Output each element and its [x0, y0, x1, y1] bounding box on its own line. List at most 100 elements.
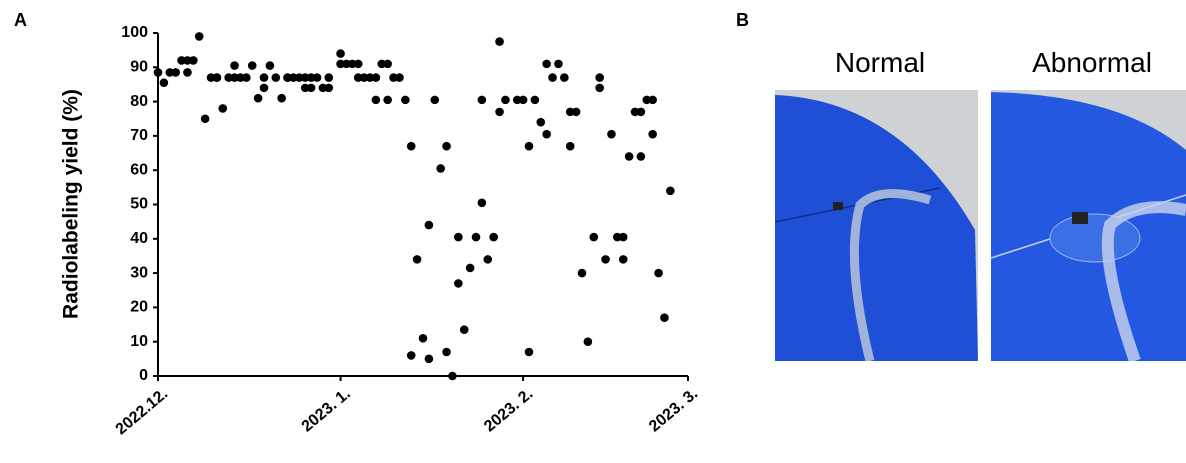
point [230, 61, 239, 70]
image-caption: Normal [835, 47, 925, 78]
x-tick-label: 2023. 3. [646, 385, 701, 435]
point [472, 233, 481, 242]
y-tick-label: 30 [130, 264, 148, 281]
point [601, 255, 610, 264]
panel-label: B [736, 10, 749, 30]
point [372, 96, 381, 105]
point [218, 104, 227, 113]
point [260, 84, 269, 93]
point [625, 152, 634, 161]
point [442, 348, 451, 357]
panel-label: A [14, 10, 27, 30]
point [548, 73, 557, 82]
point [324, 73, 333, 82]
point [654, 269, 663, 278]
point [531, 96, 540, 105]
point [425, 355, 434, 364]
point [277, 94, 286, 103]
point [401, 96, 410, 105]
point [195, 32, 204, 41]
point [566, 142, 575, 151]
y-tick-label: 10 [130, 333, 148, 350]
point [542, 60, 551, 69]
point [407, 351, 416, 360]
point [519, 96, 528, 105]
y-tick-label: 90 [130, 59, 148, 76]
point [430, 96, 439, 105]
point [525, 142, 534, 151]
point [501, 96, 510, 105]
point [495, 37, 504, 46]
point [454, 233, 463, 242]
figure: A B Radiolabeling yield (%) Normal Abnor… [0, 0, 1186, 458]
point [619, 255, 628, 264]
point [260, 73, 269, 82]
point [383, 60, 392, 69]
point [595, 73, 604, 82]
point [589, 233, 598, 242]
point [525, 348, 534, 357]
point [483, 255, 492, 264]
point [536, 118, 545, 127]
point [324, 84, 333, 93]
y-tick-label: 80 [130, 93, 148, 110]
y-tick-label: 50 [130, 196, 148, 213]
x-tick-label: 2023. 2. [481, 385, 536, 435]
y-tick-label: 0 [139, 367, 148, 384]
point [336, 49, 345, 58]
point [254, 94, 263, 103]
y-tick-label: 40 [130, 230, 148, 247]
point [648, 96, 657, 105]
point [242, 73, 251, 82]
point [584, 337, 593, 346]
point [436, 164, 445, 173]
point [578, 269, 587, 278]
point [425, 221, 434, 230]
point [413, 255, 422, 264]
point [607, 130, 616, 139]
point [595, 84, 604, 93]
point [637, 152, 646, 161]
point [383, 96, 392, 105]
point [478, 198, 487, 207]
point [213, 73, 222, 82]
y-tick-label: 70 [130, 127, 148, 144]
point [454, 279, 463, 288]
y-tick-label: 20 [130, 299, 148, 316]
point [372, 73, 381, 82]
point [307, 84, 316, 93]
point [354, 60, 363, 69]
point [560, 73, 569, 82]
point [183, 68, 192, 77]
point [407, 142, 416, 151]
point [478, 96, 487, 105]
point [201, 114, 210, 123]
point [542, 130, 551, 139]
page: A B Radiolabeling yield (%) Normal Abnor… [0, 0, 1186, 463]
point [666, 186, 675, 195]
image-caption: Abnormal [1032, 47, 1152, 78]
point [313, 73, 322, 82]
photo-abnormal [991, 90, 1186, 361]
x-tick-label: 2023. 1. [299, 385, 354, 435]
y-tick-label: 100 [121, 24, 148, 41]
point [648, 130, 657, 139]
y-tick-label: 60 [130, 161, 148, 178]
point [171, 68, 180, 77]
point [637, 108, 646, 117]
photo-normal [775, 90, 978, 361]
point [619, 233, 628, 242]
point [248, 61, 257, 70]
point [660, 313, 669, 322]
point [495, 108, 504, 117]
point [572, 108, 581, 117]
point [448, 372, 457, 381]
point [554, 60, 563, 69]
point [271, 73, 280, 82]
point [460, 325, 469, 334]
point [266, 61, 275, 70]
point [442, 142, 451, 151]
point [154, 68, 163, 77]
point [466, 264, 475, 273]
point [395, 73, 404, 82]
